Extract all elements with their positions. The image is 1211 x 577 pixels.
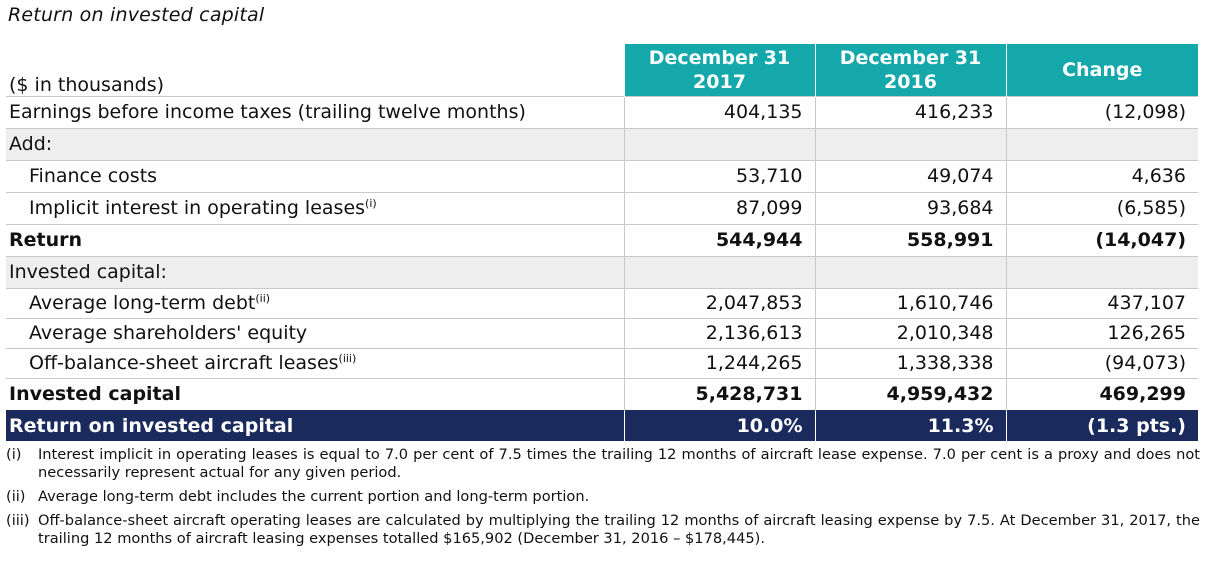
cell-2016 xyxy=(814,256,1006,289)
cell-change: 437,107 xyxy=(1005,288,1198,319)
footnote-i: (i) Interest implicit in operating lease… xyxy=(6,446,1200,482)
row-label-text: Average long-term debt xyxy=(29,292,256,314)
column-header-2017-line2: 2017 xyxy=(693,71,746,93)
cell-2017: 87,099 xyxy=(623,192,815,225)
table-row-finance-costs: Finance costs 53,710 49,074 4,636 xyxy=(6,160,1198,193)
table-row-roic: Return on invested capital 10.0% 11.3% (… xyxy=(6,410,1198,441)
column-header-2017: December 31 2017 xyxy=(623,44,815,97)
footnote-marker: (iii) xyxy=(6,512,30,529)
row-label: Add: xyxy=(6,128,624,161)
column-header-2017-line1: December 31 xyxy=(648,47,791,69)
cell-2017: 2,047,853 xyxy=(623,288,815,319)
table-row-avg-shareholders-equity: Average shareholders' equity 2,136,613 2… xyxy=(6,318,1198,349)
cell-change xyxy=(1005,128,1198,161)
footnote-ref: (iii) xyxy=(338,352,357,365)
footnote-marker: (ii) xyxy=(6,488,26,505)
table-row-add: Add: xyxy=(6,128,1198,161)
row-label: Average shareholders' equity xyxy=(6,318,624,349)
row-label: Invested capital: xyxy=(6,256,624,289)
row-label: Finance costs xyxy=(6,160,624,193)
cell-change: 4,636 xyxy=(1005,160,1198,193)
column-header-change: Change xyxy=(1005,44,1198,97)
cell-2016: 558,991 xyxy=(814,224,1006,257)
cell-2017: 53,710 xyxy=(623,160,815,193)
cell-2016: 416,233 xyxy=(814,96,1006,129)
header-row: ($ in thousands) December 31 2017 Decemb… xyxy=(6,44,1198,97)
cell-2016: 1,338,338 xyxy=(814,348,1006,379)
cell-2016: 4,959,432 xyxy=(814,378,1006,411)
cell-change: (12,098) xyxy=(1005,96,1198,129)
column-header-2016-line2: 2016 xyxy=(884,71,937,93)
footnote-iii: (iii) Off-balance-sheet aircraft operati… xyxy=(6,512,1200,548)
table-row-invested-capital: Invested capital 5,428,731 4,959,432 469… xyxy=(6,378,1198,411)
cell-2016: 1,610,746 xyxy=(814,288,1006,319)
row-label: Average long-term debt(ii) xyxy=(6,288,624,319)
row-label: Off-balance-sheet aircraft leases(iii) xyxy=(6,348,624,379)
row-label: Return xyxy=(6,224,624,257)
cell-change: 469,299 xyxy=(1005,378,1198,411)
footnote-ii: (ii) Average long-term debt includes the… xyxy=(6,488,1200,506)
column-header-2016-line1: December 31 xyxy=(839,47,982,69)
cell-change: (6,585) xyxy=(1005,192,1198,225)
cell-change: (14,047) xyxy=(1005,224,1198,257)
row-label: Earnings before income taxes (trailing t… xyxy=(6,96,624,129)
cell-2016: 93,684 xyxy=(814,192,1006,225)
table-row-implicit-interest: Implicit interest in operating leases(i)… xyxy=(6,192,1198,225)
table-row-invested-capital-header: Invested capital: xyxy=(6,256,1198,289)
row-label-text: Off-balance-sheet aircraft leases xyxy=(29,352,339,374)
cell-2016: 49,074 xyxy=(814,160,1006,193)
cell-2017: 544,944 xyxy=(623,224,815,257)
cell-2017: 10.0% xyxy=(623,410,815,441)
row-label: Return on invested capital xyxy=(6,410,624,441)
units-label: ($ in thousands) xyxy=(9,74,165,96)
cell-2017: 1,244,265 xyxy=(623,348,815,379)
footnote-text: Interest implicit in operating leases is… xyxy=(38,446,1200,481)
cell-2017: 404,135 xyxy=(623,96,815,129)
footnotes: (i) Interest implicit in operating lease… xyxy=(6,446,1200,554)
cell-change: (94,073) xyxy=(1005,348,1198,379)
table-row-avg-long-term-debt: Average long-term debt(ii) 2,047,853 1,6… xyxy=(6,288,1198,319)
footnote-text: Off-balance-sheet aircraft operating lea… xyxy=(38,512,1200,547)
cell-change: (1.3 pts.) xyxy=(1005,410,1198,441)
cell-2017 xyxy=(623,128,815,161)
cell-change xyxy=(1005,256,1198,289)
row-label: Invested capital xyxy=(6,378,624,411)
table-row-return: Return 544,944 558,991 (14,047) xyxy=(6,224,1198,257)
cell-2017: 5,428,731 xyxy=(623,378,815,411)
row-label: Implicit interest in operating leases(i) xyxy=(6,192,624,225)
row-label-text: Implicit interest in operating leases xyxy=(29,197,366,219)
cell-2016: 11.3% xyxy=(814,410,1006,441)
cell-change: 126,265 xyxy=(1005,318,1198,349)
table-row-ebit: Earnings before income taxes (trailing t… xyxy=(6,96,1198,129)
footnote-marker: (i) xyxy=(6,446,22,463)
footnote-text: Average long-term debt includes the curr… xyxy=(38,488,590,505)
cell-2017: 2,136,613 xyxy=(623,318,815,349)
cell-2017 xyxy=(623,256,815,289)
column-header-2016: December 31 2016 xyxy=(814,44,1006,97)
cell-2016: 2,010,348 xyxy=(814,318,1006,349)
footnote-ref: (ii) xyxy=(255,292,271,305)
footnote-ref: (i) xyxy=(365,197,377,210)
roic-table: ($ in thousands) December 31 2017 Decemb… xyxy=(6,44,1198,441)
cell-2016 xyxy=(814,128,1006,161)
table-row-off-balance-sheet-leases: Off-balance-sheet aircraft leases(iii) 1… xyxy=(6,348,1198,379)
table-title: Return on invested capital xyxy=(8,4,265,26)
